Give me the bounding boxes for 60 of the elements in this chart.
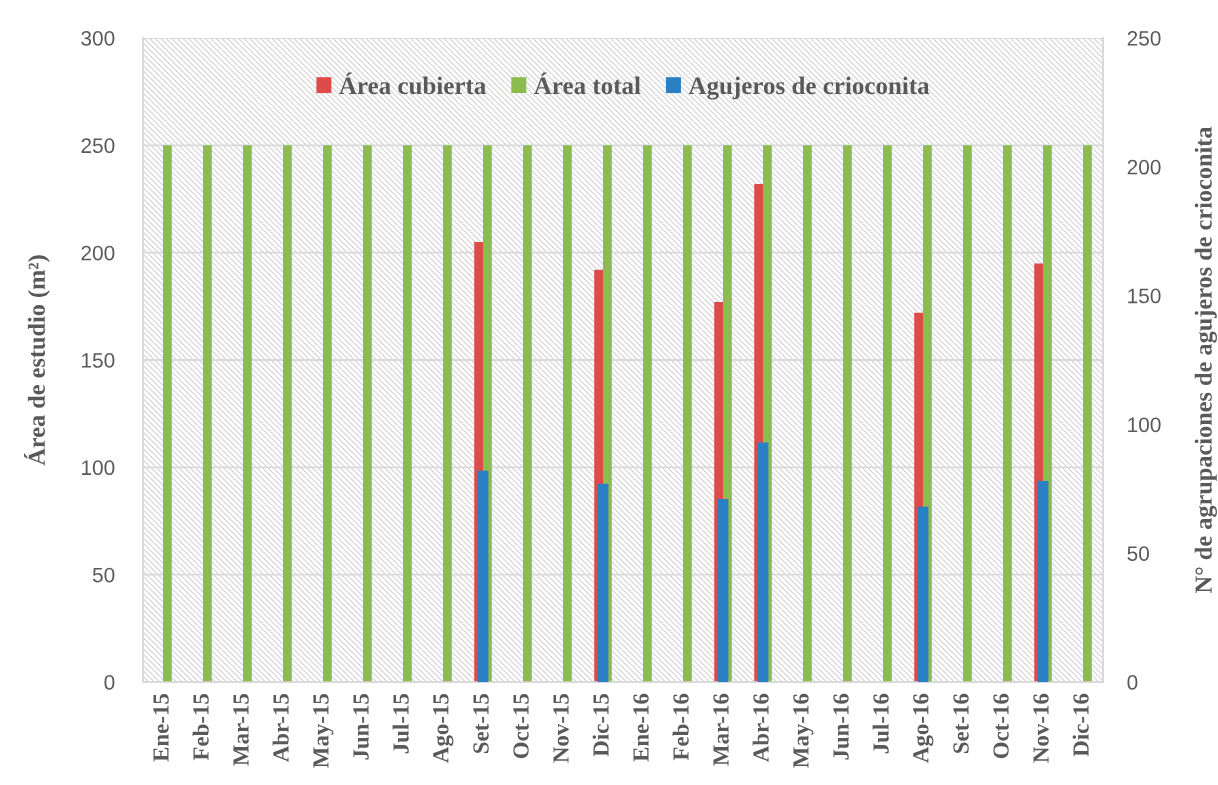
legend-label: Área total: [534, 72, 641, 95]
x-tick-label: May-15: [313, 693, 334, 768]
bar: [803, 145, 812, 683]
y2-tick-label: 0: [1127, 675, 1138, 690]
y-tick-label: 250: [81, 138, 115, 154]
x-tick-label: Feb-15: [192, 693, 209, 761]
x-tick-label: Set-16: [953, 693, 969, 753]
bar: [523, 145, 532, 683]
legend-label: Agujeros de crioconita: [688, 76, 930, 100]
bar: [1003, 145, 1012, 683]
y2-tick-label: 250: [1127, 31, 1161, 46]
x-tick-label: Jul-16: [872, 693, 889, 754]
x-tick-label: Feb-16: [672, 693, 689, 761]
x-tick-label: Dic-16: [1072, 693, 1089, 757]
legend-label: Área cubierta: [339, 72, 486, 95]
bar: [363, 145, 372, 683]
x-tick-label: Ago-15: [433, 693, 454, 763]
y2-tick-label: 200: [1127, 159, 1161, 175]
x-tick-label: Mar-15: [233, 693, 249, 766]
y2-tick-label: 150: [1128, 288, 1161, 304]
bar: [243, 145, 252, 683]
x-tick-label: Abr-16: [752, 693, 769, 763]
bar: [443, 145, 452, 683]
bar: [283, 145, 292, 683]
bar: [843, 145, 852, 683]
x-tick-label: Jun-15: [353, 693, 369, 760]
bar: [202, 145, 212, 683]
y-tick-label: 300: [81, 31, 115, 46]
bar: [683, 145, 692, 683]
bar: [1083, 145, 1092, 683]
y-tick-label: 150: [82, 353, 115, 368]
x-tick-label: Jun-16: [833, 693, 849, 760]
y-tick-label: 50: [92, 567, 115, 583]
y2-axis-title: N° de agrupaciones de agujeros de crioconita: [1194, 126, 1217, 594]
bar: [162, 145, 172, 683]
x-tick-label: Oct-15: [513, 693, 529, 759]
bar: [563, 145, 572, 683]
x-tick-label: Oct-16: [993, 693, 1009, 759]
y-axis-title: Área de estudio (m²): [23, 255, 50, 466]
y-tick-label: 200: [81, 245, 115, 261]
y2-tick-label: 50: [1127, 546, 1149, 561]
bar: [963, 145, 972, 683]
x-tick-label: Set-15: [473, 693, 489, 753]
x-tick-label: Nov-16: [1033, 693, 1049, 763]
x-tick-label: Ene-16: [633, 693, 649, 762]
bar: [883, 145, 892, 683]
bar: [403, 145, 412, 683]
bar: [323, 145, 332, 683]
y-tick-label: 0: [104, 675, 115, 690]
y2-tick-label: 100: [1128, 417, 1161, 433]
bar: [643, 145, 652, 683]
x-tick-label: Mar-16: [713, 693, 729, 766]
x-tick-label: Jul-15: [392, 693, 409, 754]
x-tick-label: Nov-15: [553, 693, 569, 763]
x-tick-label: Ago-16: [913, 693, 934, 763]
x-tick-label: May-16: [793, 693, 814, 768]
x-tick-label: Abr-15: [272, 693, 289, 763]
x-tick-label: Dic-15: [592, 693, 609, 757]
y-tick-label: 100: [82, 460, 115, 476]
x-tick-label: Ene-15: [153, 693, 169, 762]
